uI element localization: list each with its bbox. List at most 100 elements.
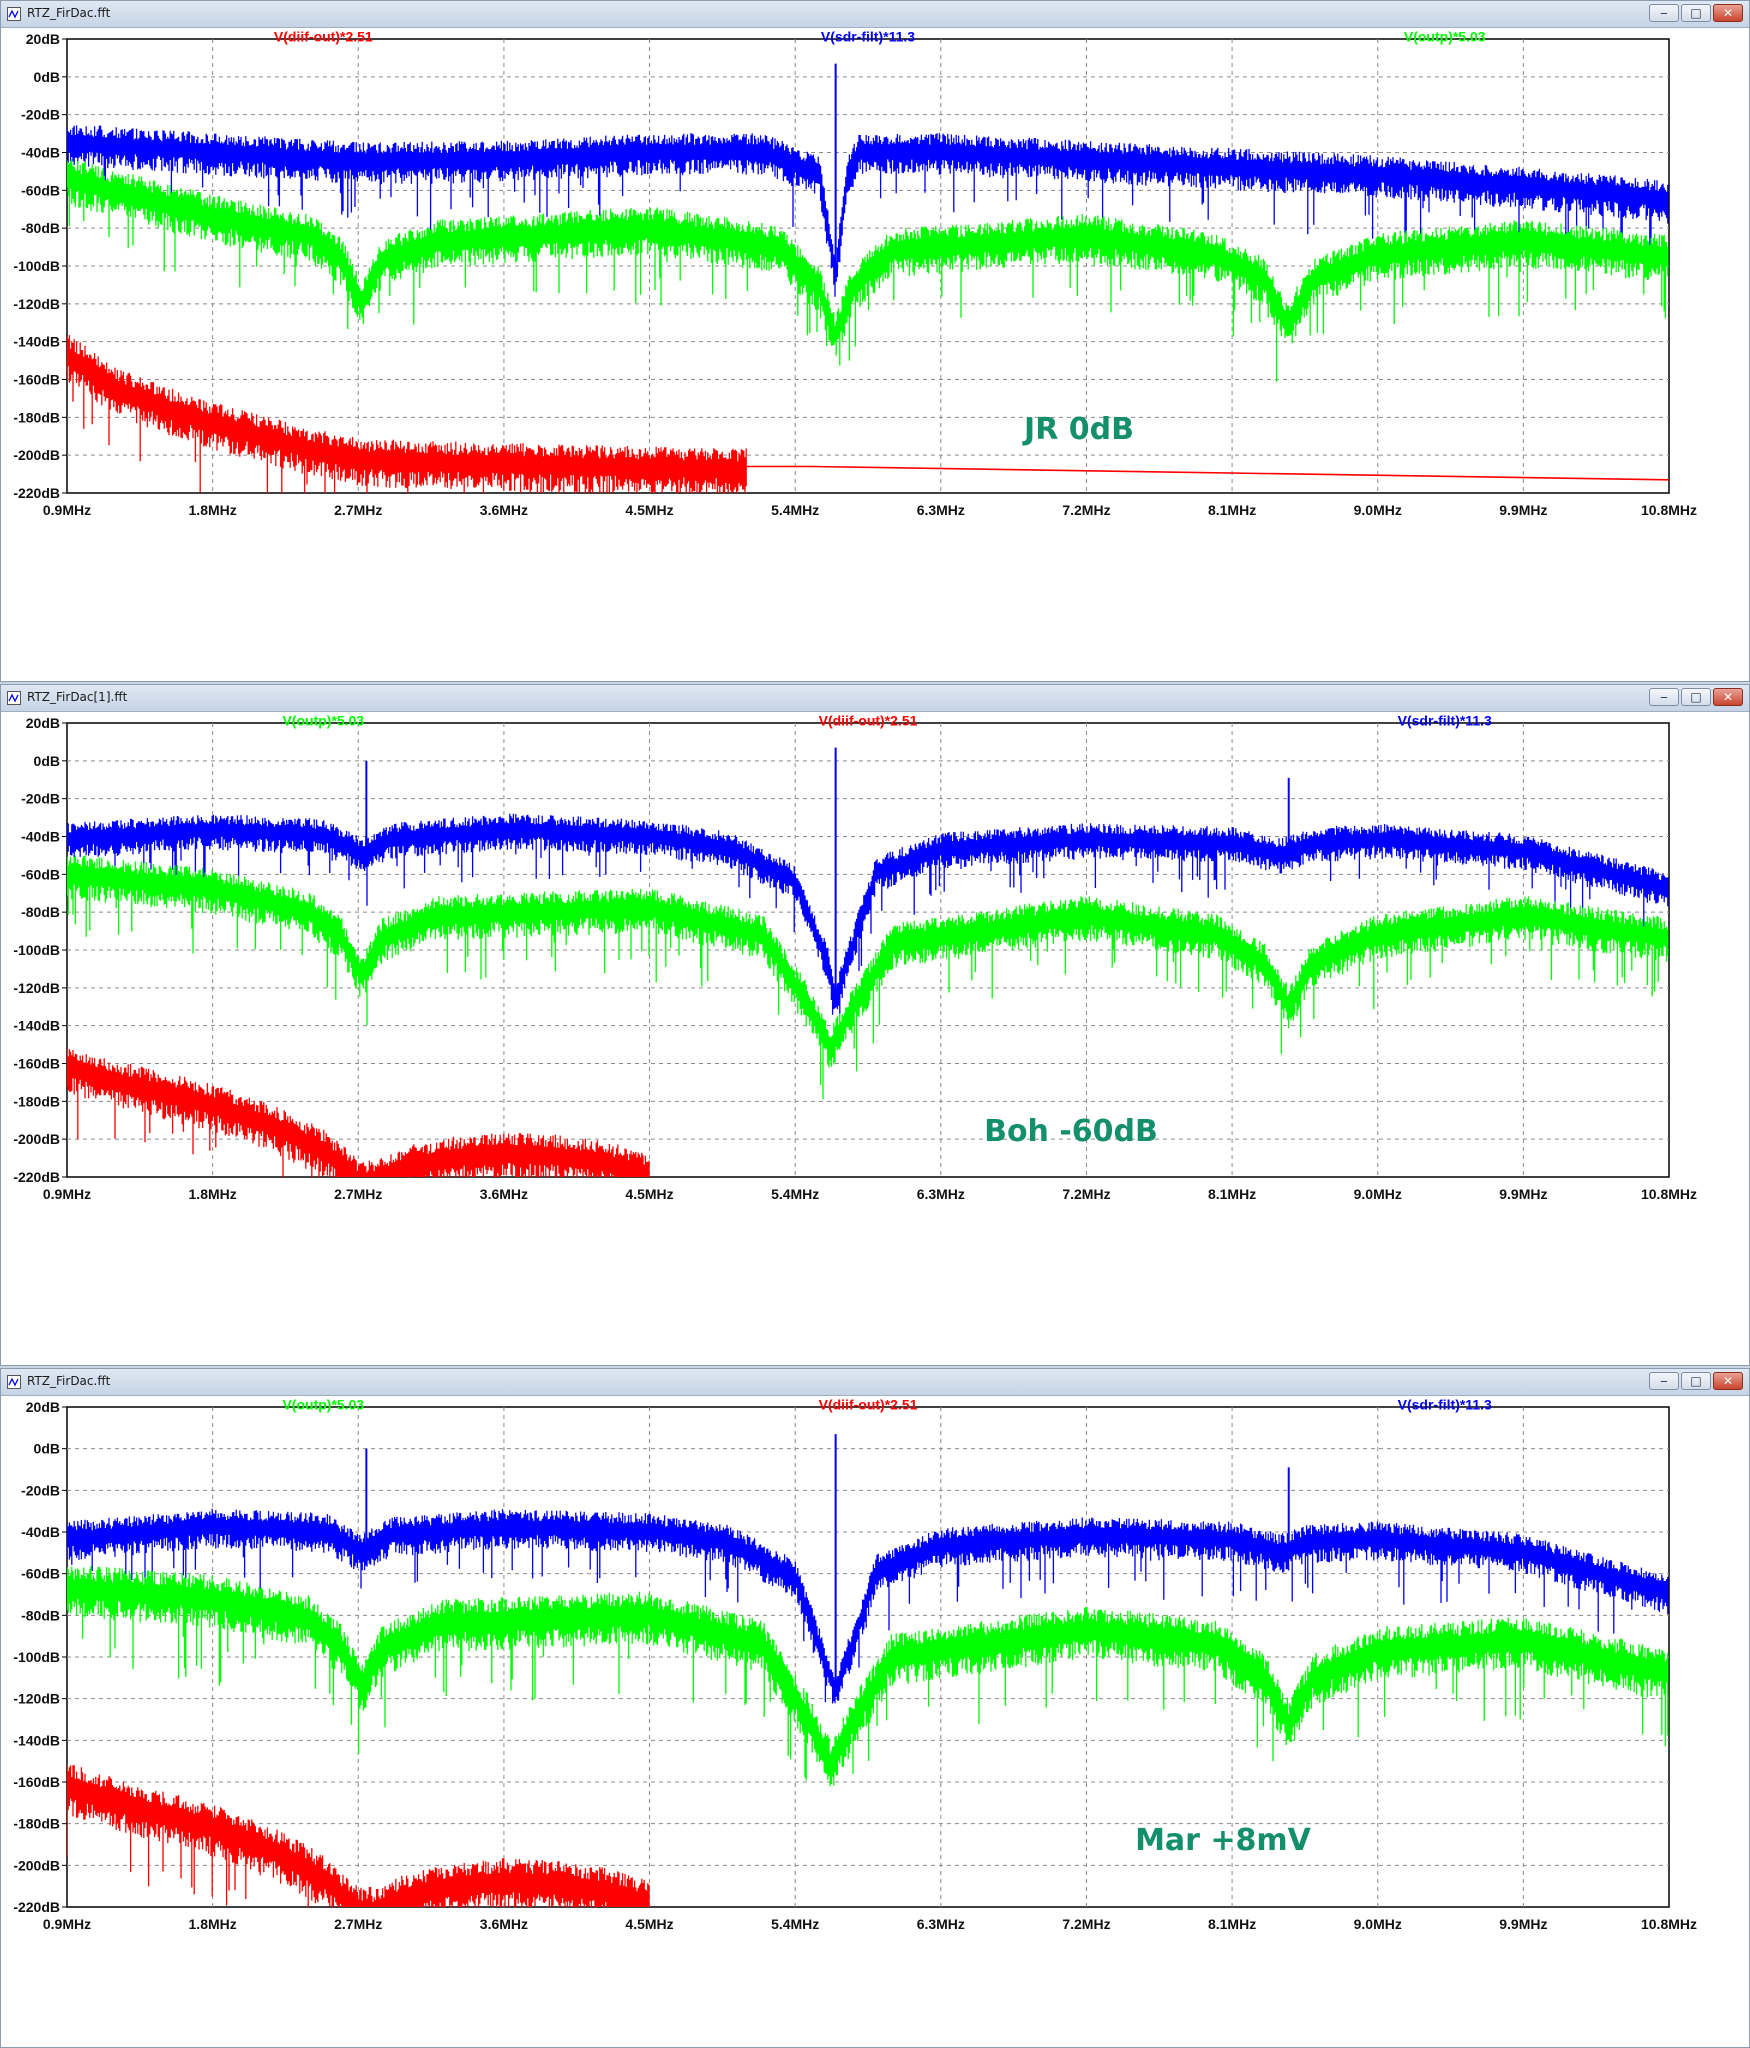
plot-annotation: Mar +8mV <box>1135 1823 1312 1858</box>
minimize-button[interactable]: ‒ <box>1649 1372 1679 1390</box>
legend-label[interactable]: V(diif-out)*2.51 <box>819 1397 918 1413</box>
y-tick-label: -60dB <box>21 182 60 198</box>
y-tick-label: -80dB <box>21 904 60 920</box>
x-tick-label: 2.7MHz <box>334 502 382 518</box>
window-titlebar[interactable]: RTZ_FirDac.fft ‒ □ ✕ <box>1 1 1749 28</box>
series-V(diif-out)*2.51 <box>67 1048 650 1177</box>
y-tick-label: -140dB <box>13 334 60 350</box>
series-noise-band <box>67 1048 650 1177</box>
y-tick-label: -180dB <box>13 1816 60 1832</box>
x-tick-label: 5.4MHz <box>771 1186 819 1202</box>
x-tick-label: 1.8MHz <box>189 502 237 518</box>
series-V(outp)*5.03 <box>67 159 1669 382</box>
close-button[interactable]: ✕ <box>1713 1372 1743 1390</box>
x-tick-label: 3.6MHz <box>480 1186 528 1202</box>
window-titlebar[interactable]: RTZ_FirDac[1].fft ‒ □ ✕ <box>1 685 1749 712</box>
x-tick-label: 3.6MHz <box>480 502 528 518</box>
series-V(sdr-filt)*11.3 <box>67 1434 1669 1704</box>
x-tick-label: 4.5MHz <box>625 1186 673 1202</box>
x-tick-label: 7.2MHz <box>1062 1916 1110 1932</box>
x-tick-label: 6.3MHz <box>917 1186 965 1202</box>
y-tick-label: -200dB <box>13 1857 60 1873</box>
y-tick-label: 20dB <box>26 31 60 47</box>
series-noise-band <box>67 125 1669 297</box>
x-tick-label: 8.1MHz <box>1208 1186 1256 1202</box>
y-tick-label: -120dB <box>13 296 60 312</box>
maximize-button[interactable]: □ <box>1681 4 1711 22</box>
x-tick-label: 9.9MHz <box>1499 502 1547 518</box>
y-tick-label: -60dB <box>21 1566 60 1582</box>
series-noise-band <box>67 335 747 493</box>
x-tick-label: 5.4MHz <box>771 502 819 518</box>
x-tick-label: 8.1MHz <box>1208 502 1256 518</box>
minimize-button[interactable]: ‒ <box>1649 688 1679 706</box>
y-tick-label: 0dB <box>34 753 60 769</box>
x-tick-label: 1.8MHz <box>189 1186 237 1202</box>
y-tick-label: -40dB <box>21 145 60 161</box>
plot-window-2: RTZ_FirDac[1].fft ‒ □ ✕ 0.9MHz 1.8MHz 2.7M… <box>0 684 1750 1366</box>
waveform-app-icon <box>7 1375 21 1389</box>
y-tick-label: -200dB <box>13 1131 60 1147</box>
y-tick-label: 0dB <box>34 69 60 85</box>
window-title: RTZ_FirDac.fft <box>27 1374 111 1388</box>
y-tick-label: -40dB <box>21 829 60 845</box>
fft-plot[interactable]: 0.9MHz 1.8MHz 2.7MHz 3.6MHz 4.5MHz 5.4MHz 6.3M… <box>1 1395 1749 2047</box>
window-titlebar[interactable]: RTZ_FirDac.fft ‒ □ ✕ <box>1 1369 1749 1396</box>
x-tick-label: 10.8MHz <box>1641 502 1697 518</box>
series-V(diif-out)*2.51 <box>67 1764 650 1907</box>
x-tick-label: 2.7MHz <box>334 1186 382 1202</box>
y-tick-label: 20dB <box>26 715 60 731</box>
series-V(sdr-filt)*11.3 <box>67 747 1669 1015</box>
waveform-app-icon <box>7 7 21 21</box>
close-button[interactable]: ✕ <box>1713 4 1743 22</box>
series-V(outp)*5.03 <box>67 855 1669 1100</box>
legend-label[interactable]: V(diif-out)*2.51 <box>819 713 918 729</box>
y-tick-label: -20dB <box>21 107 60 123</box>
fft-plot[interactable]: 0.9MHz 1.8MHz 2.7MHz 3.6MHz 4.5MHz 5.4MHz 6.3M… <box>1 27 1749 681</box>
y-tick-label: -100dB <box>13 942 60 958</box>
x-tick-label: 8.1MHz <box>1208 1916 1256 1932</box>
y-tick-label: -160dB <box>13 1056 60 1072</box>
close-button[interactable]: ✕ <box>1713 688 1743 706</box>
x-tick-label: 10.8MHz <box>1641 1916 1697 1932</box>
legend-label[interactable]: V(outp)*5.03 <box>282 713 364 729</box>
y-tick-label: -120dB <box>13 1691 60 1707</box>
minimize-button[interactable]: ‒ <box>1649 4 1679 22</box>
x-tick-label: 9.0MHz <box>1354 1186 1402 1202</box>
y-tick-label: 20dB <box>26 1399 60 1415</box>
y-tick-label: -220dB <box>13 485 60 501</box>
y-tick-label: -100dB <box>13 258 60 274</box>
series-V(diif-out)*2.51 <box>67 335 1669 493</box>
legend-label[interactable]: V(outp)*5.03 <box>282 1397 364 1413</box>
fft-plot[interactable]: 0.9MHz 1.8MHz 2.7MHz 3.6MHz 4.5MHz 5.4MHz 6.3M… <box>1 711 1749 1365</box>
legend-label[interactable]: V(sdr-filt)*11.3 <box>821 29 915 45</box>
y-tick-label: -80dB <box>21 1607 60 1623</box>
series-noise-band <box>67 855 1669 1100</box>
legend-label[interactable]: V(outp)*5.03 <box>1404 29 1486 45</box>
window-title: RTZ_FirDac.fft <box>27 6 111 20</box>
maximize-button[interactable]: □ <box>1681 688 1711 706</box>
y-tick-label: 0dB <box>34 1441 60 1457</box>
maximize-button[interactable]: □ <box>1681 1372 1711 1390</box>
legend-label[interactable]: V(sdr-filt)*11.3 <box>1398 713 1492 729</box>
y-tick-label: -160dB <box>13 1774 60 1790</box>
y-tick-label: -20dB <box>21 1482 60 1498</box>
x-tick-label: 1.8MHz <box>189 1916 237 1932</box>
y-tick-label: -220dB <box>13 1169 60 1185</box>
x-tick-label: 9.9MHz <box>1499 1186 1547 1202</box>
series-V(outp)*5.03 <box>67 1566 1669 1787</box>
y-tick-label: -180dB <box>13 1093 60 1109</box>
y-tick-label: -200dB <box>13 447 60 463</box>
x-tick-label: 6.3MHz <box>917 1916 965 1932</box>
y-tick-label: -140dB <box>13 1732 60 1748</box>
x-tick-label: 3.6MHz <box>480 1916 528 1932</box>
legend-label[interactable]: V(diif-out)*2.51 <box>274 29 373 45</box>
x-tick-label: 2.7MHz <box>334 1916 382 1932</box>
y-tick-label: -140dB <box>13 1018 60 1034</box>
x-tick-label: 4.5MHz <box>625 1916 673 1932</box>
x-tick-label: 9.0MHz <box>1354 1916 1402 1932</box>
legend-label[interactable]: V(sdr-filt)*11.3 <box>1398 1397 1492 1413</box>
series-V(sdr-filt)*11.3 <box>67 63 1669 297</box>
y-tick-label: -100dB <box>13 1649 60 1665</box>
x-tick-label: 5.4MHz <box>771 1916 819 1932</box>
